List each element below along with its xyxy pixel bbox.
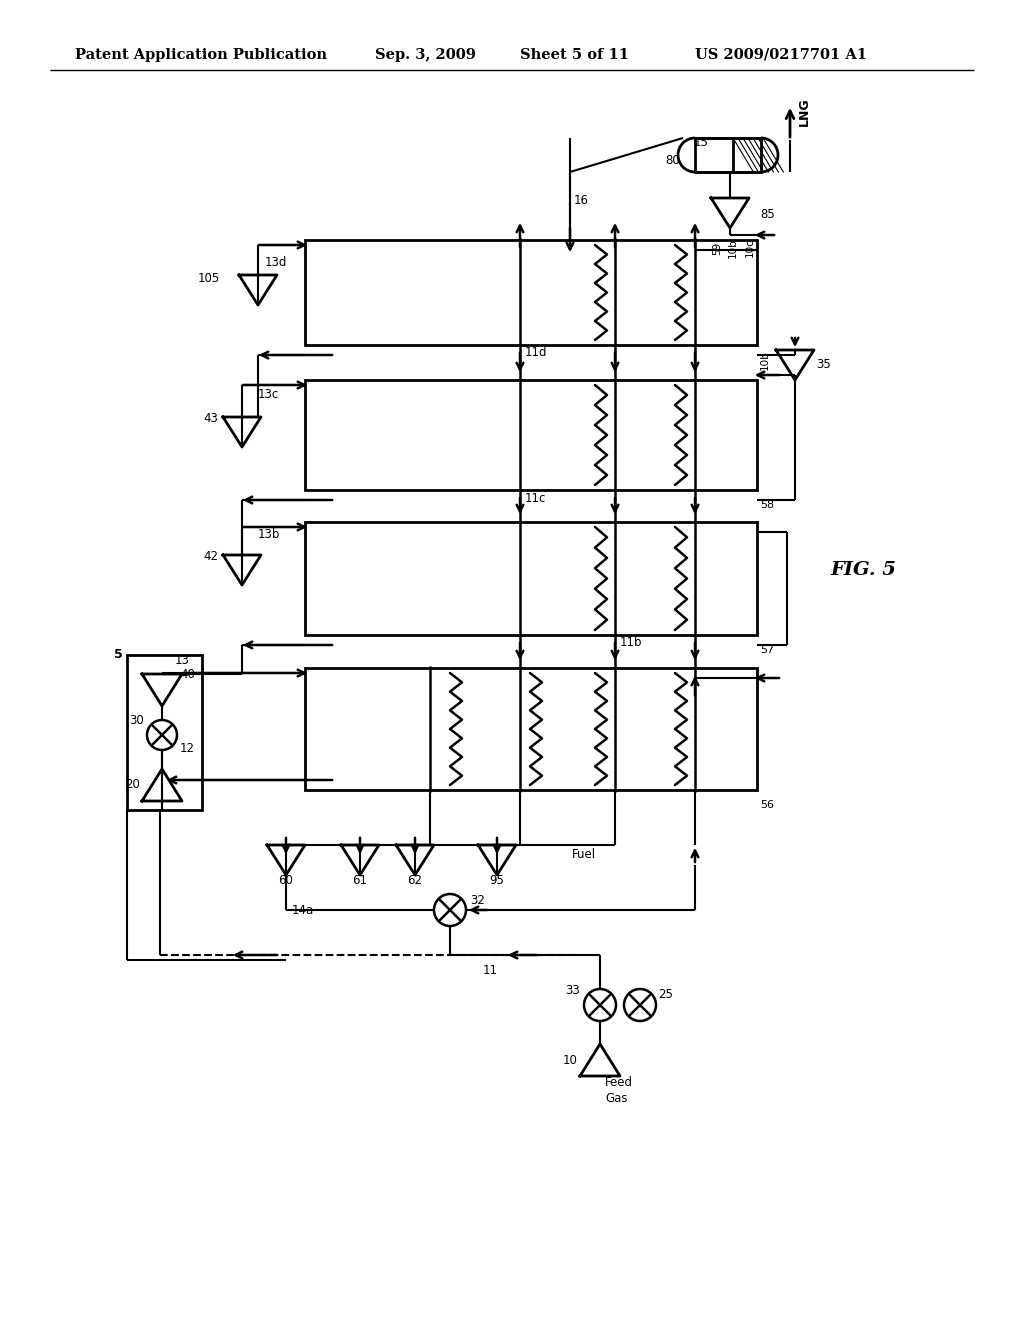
Text: 105: 105 — [198, 272, 220, 285]
Text: 13c: 13c — [258, 388, 280, 401]
Text: US 2009/0217701 A1: US 2009/0217701 A1 — [695, 48, 867, 62]
Text: 61: 61 — [352, 874, 368, 887]
Text: 11d: 11d — [525, 346, 548, 359]
Text: 11b: 11b — [620, 636, 642, 649]
Text: Feed: Feed — [605, 1076, 633, 1089]
Bar — [127, 655, 202, 810]
Polygon shape — [142, 770, 182, 801]
Text: 13d: 13d — [265, 256, 288, 268]
Bar — [305, 380, 757, 490]
Text: 11c: 11c — [525, 491, 547, 504]
Text: Patent Application Publication: Patent Application Publication — [75, 48, 327, 62]
Text: 33: 33 — [565, 983, 580, 997]
Text: FIG. 5: FIG. 5 — [830, 561, 896, 579]
Circle shape — [147, 719, 177, 750]
Text: 16: 16 — [574, 194, 589, 206]
Text: 12: 12 — [180, 742, 195, 755]
Text: 10: 10 — [563, 1053, 578, 1067]
Text: 10b: 10b — [760, 350, 770, 370]
Text: 62: 62 — [408, 874, 423, 887]
Text: 13: 13 — [175, 653, 189, 667]
Text: 10b: 10b — [728, 238, 738, 257]
Text: 60: 60 — [279, 874, 294, 887]
Polygon shape — [776, 350, 814, 380]
Text: 20: 20 — [125, 779, 140, 792]
Text: 5: 5 — [114, 648, 123, 661]
Polygon shape — [478, 845, 516, 875]
Text: 35: 35 — [816, 359, 830, 371]
Text: 14a: 14a — [292, 903, 314, 916]
Text: 95: 95 — [489, 874, 505, 887]
Circle shape — [584, 989, 616, 1020]
Polygon shape — [239, 275, 278, 305]
Text: 40: 40 — [180, 668, 195, 681]
Text: LNG: LNG — [798, 98, 811, 127]
Text: 57: 57 — [760, 645, 774, 655]
Text: 42: 42 — [203, 549, 218, 562]
Text: 32: 32 — [470, 894, 485, 907]
Polygon shape — [396, 845, 434, 875]
Bar — [695, 139, 761, 172]
Text: 30: 30 — [129, 714, 144, 726]
Polygon shape — [711, 198, 749, 228]
Polygon shape — [267, 845, 305, 875]
Circle shape — [434, 894, 466, 927]
Text: 59: 59 — [712, 242, 722, 255]
Text: 85: 85 — [760, 209, 775, 222]
Text: 80: 80 — [665, 153, 680, 166]
Text: Fuel: Fuel — [572, 849, 596, 862]
Text: 15: 15 — [694, 136, 709, 149]
Bar — [305, 668, 757, 789]
Text: 56: 56 — [760, 800, 774, 810]
Text: 13b: 13b — [258, 528, 281, 541]
Bar — [305, 521, 757, 635]
Text: Gas: Gas — [605, 1092, 628, 1105]
Polygon shape — [223, 417, 261, 447]
Text: 43: 43 — [203, 412, 218, 425]
Text: 25: 25 — [658, 989, 673, 1002]
Polygon shape — [223, 554, 261, 585]
Text: Sheet 5 of 11: Sheet 5 of 11 — [520, 48, 629, 62]
Polygon shape — [341, 845, 379, 875]
Bar — [305, 240, 757, 345]
Polygon shape — [142, 675, 182, 706]
Text: 11: 11 — [482, 964, 498, 977]
Polygon shape — [580, 1044, 620, 1076]
Circle shape — [624, 989, 656, 1020]
Text: Sep. 3, 2009: Sep. 3, 2009 — [375, 48, 476, 62]
Text: 10c: 10c — [745, 239, 755, 257]
Text: 58: 58 — [760, 500, 774, 510]
